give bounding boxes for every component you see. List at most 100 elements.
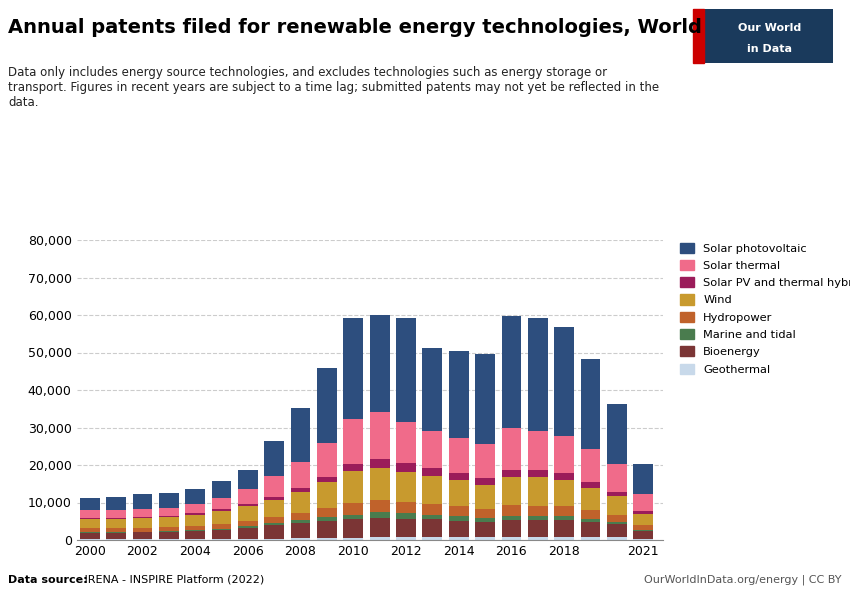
Bar <box>396 319 416 421</box>
Bar <box>133 532 152 539</box>
Bar <box>238 539 258 540</box>
Bar <box>554 516 574 520</box>
Bar <box>554 520 574 537</box>
Bar <box>607 491 626 496</box>
Bar <box>106 518 126 519</box>
Bar <box>502 469 521 477</box>
Bar <box>317 521 337 538</box>
Bar <box>581 537 600 540</box>
Bar <box>159 516 178 517</box>
Bar <box>370 500 389 512</box>
Bar <box>449 473 468 480</box>
Bar <box>343 419 363 464</box>
Bar <box>185 531 205 539</box>
Bar <box>581 482 600 488</box>
Bar <box>159 527 178 532</box>
Bar <box>396 472 416 502</box>
Bar <box>475 355 495 445</box>
Bar <box>133 539 152 540</box>
Bar <box>212 481 231 498</box>
Bar <box>502 316 521 428</box>
Bar <box>212 530 231 539</box>
Text: Annual patents filed for renewable energy technologies, World: Annual patents filed for renewable energ… <box>8 18 702 37</box>
Bar <box>528 318 547 431</box>
Bar <box>133 517 152 518</box>
Bar <box>633 531 653 539</box>
Bar <box>581 449 600 482</box>
Bar <box>317 538 337 540</box>
Bar <box>475 518 495 521</box>
Bar <box>264 523 284 526</box>
Bar <box>106 510 126 518</box>
Bar <box>264 497 284 500</box>
Bar <box>607 521 626 524</box>
Bar <box>238 489 258 504</box>
Bar <box>317 508 337 517</box>
Bar <box>343 464 363 472</box>
Bar <box>106 519 126 529</box>
Bar <box>212 511 231 523</box>
Bar <box>370 412 389 459</box>
Bar <box>185 489 205 504</box>
Text: Data only includes energy source technologies, and excludes technologies such as: Data only includes energy source technol… <box>8 66 660 109</box>
Bar <box>396 518 416 538</box>
Bar <box>633 514 653 525</box>
Bar <box>422 476 442 504</box>
Bar <box>633 464 653 494</box>
Bar <box>238 504 258 506</box>
Bar <box>396 514 416 518</box>
Bar <box>449 516 468 521</box>
Bar <box>317 477 337 481</box>
Bar <box>159 539 178 540</box>
Text: Our World: Our World <box>739 23 802 33</box>
Bar <box>528 505 547 515</box>
Bar <box>422 469 442 476</box>
Bar <box>317 481 337 508</box>
Bar <box>370 512 389 518</box>
Bar <box>449 437 468 473</box>
Bar <box>80 499 99 511</box>
Bar <box>80 533 99 539</box>
Bar <box>291 523 310 538</box>
Bar <box>502 537 521 540</box>
Bar <box>133 518 152 527</box>
Bar <box>133 509 152 517</box>
Bar <box>475 509 495 518</box>
Bar <box>291 512 310 520</box>
Bar <box>422 431 442 469</box>
Bar <box>396 463 416 472</box>
Bar <box>159 517 178 527</box>
Legend: Solar photovoltaic, Solar thermal, Solar PV and thermal hybrid, Wind, Hydropower: Solar photovoltaic, Solar thermal, Solar… <box>680 242 850 374</box>
Bar <box>449 538 468 540</box>
Bar <box>502 515 521 520</box>
Bar <box>607 524 626 538</box>
Bar <box>212 523 231 529</box>
Bar <box>106 529 126 532</box>
Bar <box>528 431 547 470</box>
Bar <box>343 317 363 419</box>
Bar <box>422 504 442 515</box>
Bar <box>396 538 416 540</box>
Bar <box>633 530 653 531</box>
Bar <box>291 462 310 488</box>
Bar <box>212 529 231 530</box>
Bar <box>633 525 653 530</box>
Bar <box>212 539 231 540</box>
Bar <box>449 506 468 516</box>
Bar <box>343 519 363 538</box>
Bar <box>370 518 389 538</box>
Bar <box>185 515 205 526</box>
Bar <box>291 407 310 462</box>
Bar <box>80 511 99 518</box>
Bar <box>291 538 310 540</box>
Text: OurWorldInData.org/energy | CC BY: OurWorldInData.org/energy | CC BY <box>644 575 842 585</box>
Bar <box>422 520 442 538</box>
Bar <box>475 521 495 538</box>
Bar <box>422 349 442 431</box>
Bar <box>185 539 205 540</box>
Bar <box>449 352 468 437</box>
Bar <box>264 517 284 523</box>
Bar <box>370 459 389 469</box>
Bar <box>291 520 310 523</box>
Bar <box>581 522 600 537</box>
